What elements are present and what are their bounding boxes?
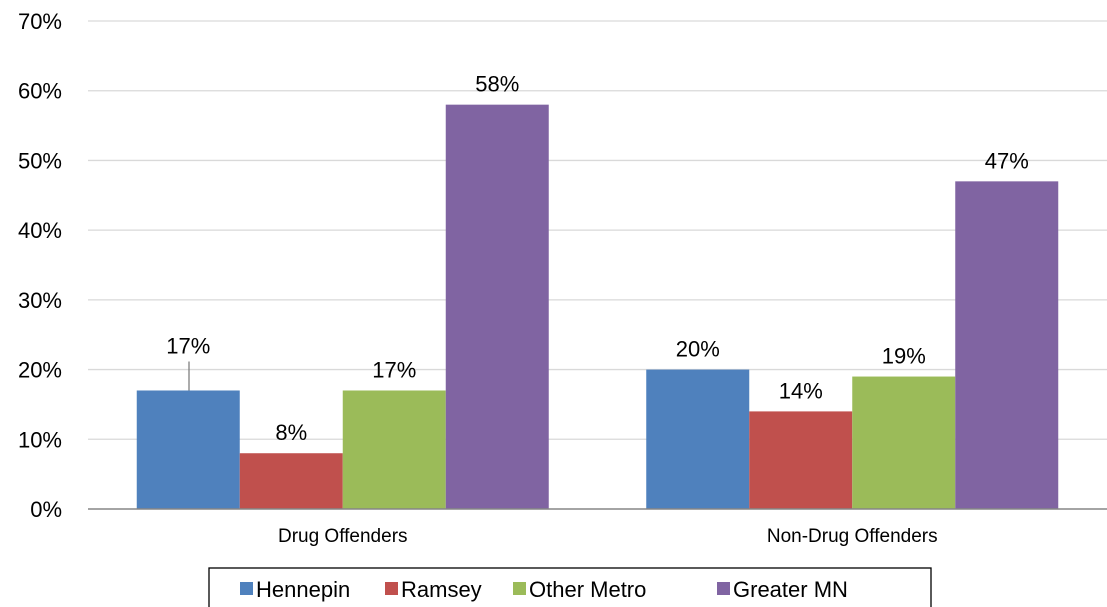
bar-ramsey <box>749 411 853 509</box>
legend-label: Hennepin <box>256 577 350 602</box>
data-label: 20% <box>676 337 720 362</box>
y-tick-label: 40% <box>18 218 62 243</box>
data-label: 8% <box>275 420 307 445</box>
y-tick-label: 50% <box>18 148 62 173</box>
legend-label: Ramsey <box>401 577 482 602</box>
legend-swatch <box>513 582 526 595</box>
y-tick-label: 10% <box>18 427 62 452</box>
bar-other-metro <box>342 390 446 509</box>
data-label: 17% <box>372 357 416 382</box>
data-labels: 17% 8% 17% 58% 20% 14% 19% 47% <box>166 72 1029 446</box>
y-tick-label: 0% <box>30 497 62 522</box>
data-label: 19% <box>882 344 926 369</box>
x-axis-tick-labels: Drug Offenders Non-Drug Offenders <box>278 526 938 547</box>
y-axis-tick-labels: 0% 10% 20% 30% 40% 50% 60% 70% <box>18 9 62 522</box>
bar-greater-mn <box>955 181 1059 510</box>
y-tick-label: 60% <box>18 79 62 104</box>
bar-other-metro <box>852 376 956 509</box>
x-tick-label: Non-Drug Offenders <box>767 526 938 547</box>
bar-greater-mn <box>445 104 549 510</box>
data-label: 58% <box>475 72 519 97</box>
legend-box <box>208 567 932 607</box>
bar-hennepin <box>136 390 240 509</box>
data-label: 47% <box>985 148 1029 173</box>
legend-swatch <box>717 582 730 595</box>
legend-swatch <box>385 582 398 595</box>
legend-label: Other Metro <box>529 577 646 602</box>
legend: Hennepin Ramsey Other Metro Greater MN <box>208 567 932 607</box>
y-tick-label: 20% <box>18 358 62 383</box>
gridlines <box>88 20 1107 440</box>
bars <box>136 104 1059 510</box>
data-label: 17% <box>166 333 210 358</box>
data-label: 14% <box>779 378 823 403</box>
bar-ramsey <box>239 453 343 509</box>
legend-label: Greater MN <box>733 577 848 602</box>
bar-hennepin <box>646 369 750 509</box>
legend-swatch <box>240 582 253 595</box>
x-tick-label: Drug Offenders <box>278 526 408 547</box>
y-tick-label: 30% <box>18 288 62 313</box>
y-tick-label: 70% <box>18 9 62 34</box>
